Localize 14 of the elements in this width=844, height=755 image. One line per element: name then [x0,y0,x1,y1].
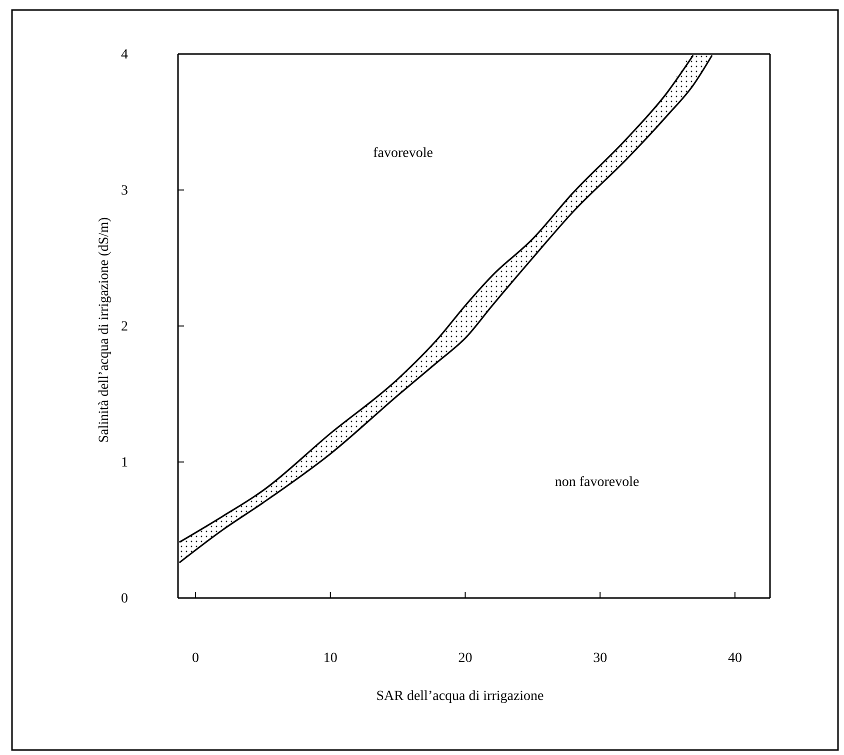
x-tick-label: 0 [192,650,200,666]
annotation: favorevole [373,146,433,161]
x-tick-label: 30 [593,650,608,666]
y-axis-title: Salinità dell’acqua di irrigazione (dS/m) [97,216,112,443]
x-tick-label: 20 [458,650,472,666]
annotation: non favorevole [554,475,640,490]
y-tick-label: 4 [121,47,128,62]
y-tick-label: 1 [121,455,128,470]
x-tick-label: 40 [728,650,742,666]
x-tick-label: 10 [323,650,338,666]
y-tick-label: 2 [121,319,128,334]
y-tick-label: 0 [121,591,128,606]
y-tick-label: 3 [121,183,128,198]
x-axis-title: SAR dell’acqua di irrigazione [376,689,544,704]
